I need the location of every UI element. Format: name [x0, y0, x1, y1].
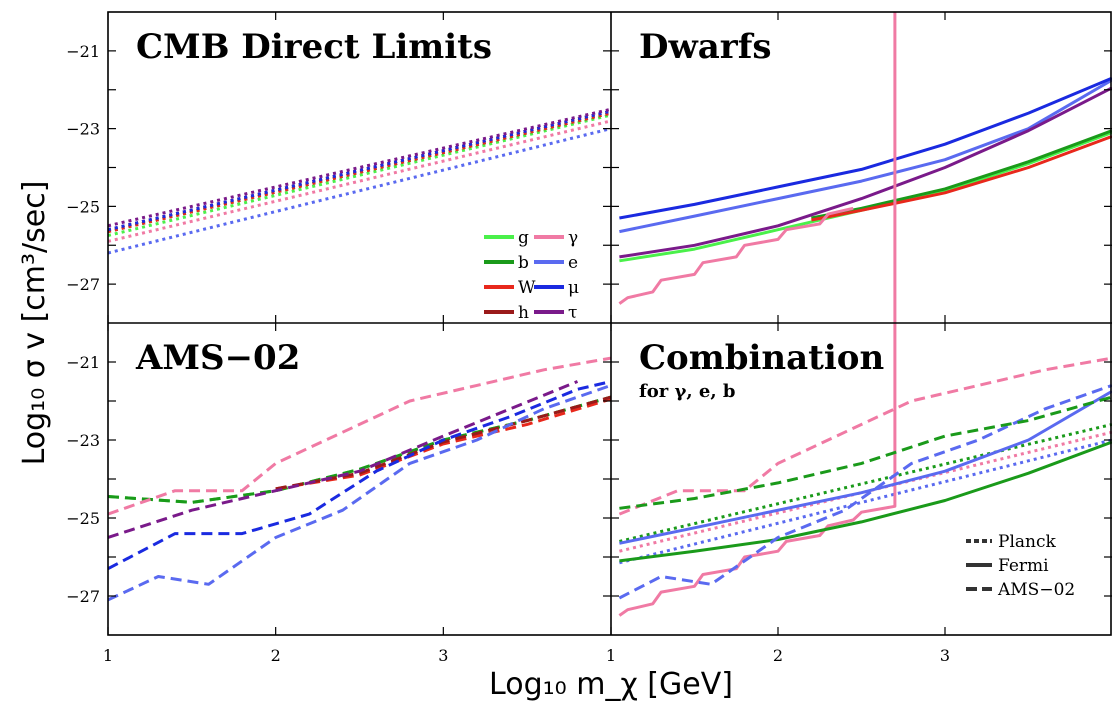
legend-entry-e: e	[534, 253, 578, 273]
legend-label: τ	[568, 303, 577, 323]
panel-bottom-right: 1 2 3 Combination for γ, e, b	[606, 323, 1112, 665]
legend-label: e	[568, 253, 578, 273]
series-line-e	[108, 383, 611, 602]
panel-top-left: −21 −23 −25 −27 CMB Direct Limits	[66, 12, 611, 323]
series-line-τ	[619, 86, 1112, 259]
series-line-e	[619, 78, 1112, 234]
legend-entry-W: W	[484, 278, 536, 298]
legend-style-label: AMS−02	[997, 580, 1075, 600]
series-line-h	[275, 395, 611, 491]
legend-style-Fermi: Fermi	[966, 556, 1049, 576]
y-axis-label: Log₁₀ σ v [cm³/sec]	[17, 181, 52, 466]
y-tick-label: −21	[66, 353, 100, 372]
series-line-e-Planck	[619, 438, 1112, 565]
x-tick-label: 1	[103, 646, 113, 665]
series-line-γ-Fermi	[618, 323, 897, 617]
panel-top-right: Dwarfs	[610, 12, 1112, 323]
legend-label: μ	[568, 278, 579, 298]
y-tick-label: −25	[66, 509, 100, 528]
series-line-e-AMS-02	[618, 383, 1112, 600]
legend-entry-h: h	[484, 303, 529, 323]
legend-entry-μ: μ	[534, 278, 579, 298]
legend-label: g	[518, 228, 529, 248]
series-group	[618, 323, 1112, 617]
panel-title: Combination	[639, 338, 884, 378]
x-tick-label: 1	[606, 646, 616, 665]
series-line-W	[108, 111, 611, 234]
series-line-b-AMS-02	[619, 395, 1112, 510]
series-line-μ	[108, 380, 611, 571]
y-tick-label: −21	[66, 42, 100, 61]
y-tick-label: −27	[66, 275, 100, 294]
series-line-γ	[108, 356, 611, 516]
series-line-W	[811, 134, 1112, 222]
y-tick-label: −23	[66, 431, 100, 450]
series-line-γ	[618, 206, 854, 305]
panel-subtitle: for γ, e, b	[639, 381, 736, 402]
legend-label: W	[518, 278, 536, 298]
x-axis-label: Log₁₀ m_χ [GeV]	[489, 667, 733, 702]
legend-label: γ	[568, 228, 578, 248]
series-group	[108, 107, 611, 255]
series-line-γ-AMS-02	[618, 356, 1112, 516]
series-line-γ	[108, 119, 611, 243]
panel-title: CMB Direct Limits	[136, 27, 492, 67]
x-tick-label: 2	[773, 646, 783, 665]
x-tick-label: 3	[438, 646, 448, 665]
panel-title: AMS−02	[135, 338, 300, 378]
legend-label: b	[518, 253, 529, 273]
frame-layer	[107, 11, 1112, 636]
legend-entry-b: b	[484, 253, 529, 273]
legend-entry-g: g	[484, 228, 529, 248]
legend-style-Planck: Planck	[966, 532, 1056, 552]
legend-label: h	[518, 303, 529, 323]
legend-style-label: Planck	[998, 532, 1056, 552]
y-tick-label: −25	[66, 197, 100, 216]
x-tick-label: 3	[940, 646, 950, 665]
legend-style-label: Fermi	[998, 556, 1049, 576]
panel-title: Dwarfs	[639, 27, 771, 67]
series-line-τ	[108, 107, 611, 228]
y-tick-label: −27	[66, 587, 100, 606]
series-line-e-Fermi	[619, 390, 1112, 545]
series-line-b	[811, 129, 1112, 220]
series-line-b-Fermi	[619, 440, 1112, 563]
series-group	[618, 12, 1112, 323]
panel-bottom-left: −21 −23 −25 −27 1 2 3 AMS−02	[66, 323, 611, 665]
series-line-τ	[108, 380, 579, 539]
series-line-μ	[619, 76, 1112, 220]
series-line-e	[108, 127, 611, 255]
legend-entry-τ: τ	[534, 303, 577, 323]
x-tick-label: 2	[271, 646, 281, 665]
series-line-g	[108, 113, 611, 237]
y-tick-label: −23	[66, 120, 100, 139]
series-line-μ	[108, 109, 611, 232]
legend-style-AMS-02: AMS−02	[966, 580, 1075, 600]
style-legend: Planck Fermi AMS−02	[966, 532, 1075, 600]
series-line-b-Planck	[619, 422, 1112, 543]
series-group	[108, 356, 611, 602]
legend-entry-γ: γ	[534, 228, 578, 248]
